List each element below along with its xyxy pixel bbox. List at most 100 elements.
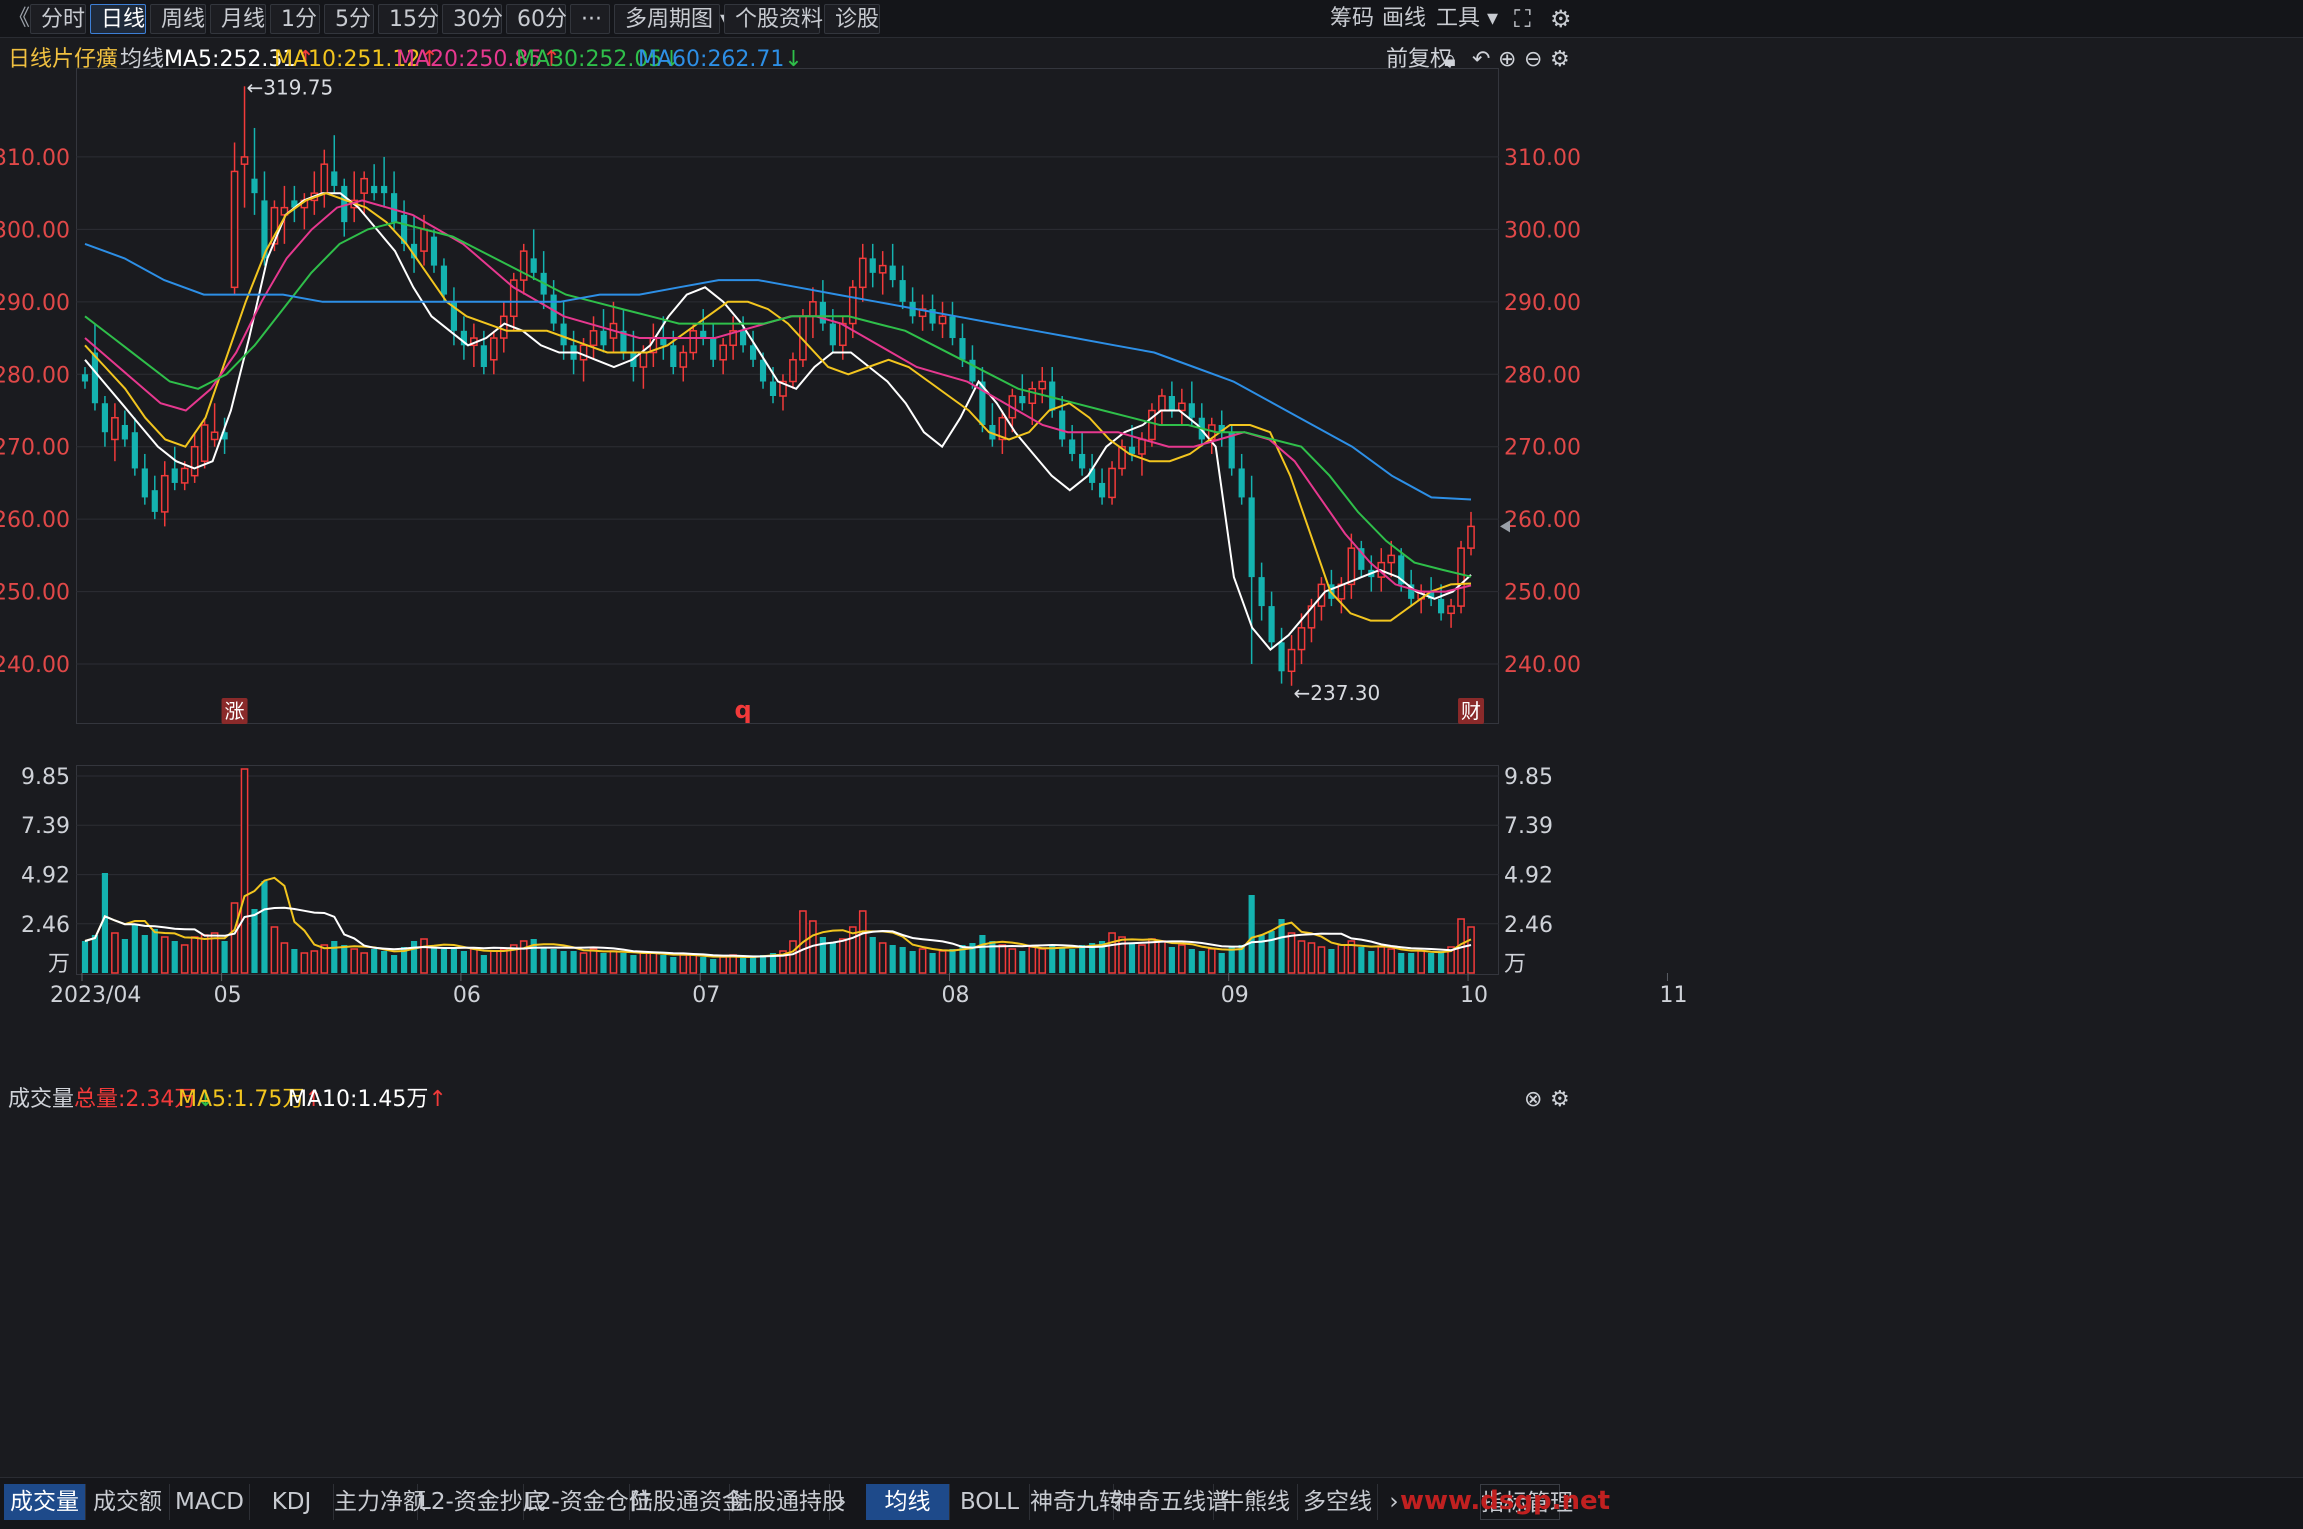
zoom-in-icon[interactable]: ⊕ <box>1498 47 1517 72</box>
tab-hk-connect-holding[interactable]: 陆股通持股 <box>730 1484 845 1520</box>
candle-up <box>111 416 119 441</box>
candle-down <box>121 424 128 440</box>
chips-button[interactable]: 筹码 <box>1330 6 1375 31</box>
adjust-mode-button[interactable]: 前复权 <box>1386 47 1453 72</box>
candle-down <box>1098 482 1106 498</box>
collapse-icon[interactable]: 《 <box>8 6 31 31</box>
price-tick-left: 250.00 <box>0 581 70 606</box>
chevron-right-icon[interactable]: › <box>837 1489 847 1515</box>
volume-title: 成交量 <box>8 1087 75 1112</box>
candle-down <box>1049 381 1056 411</box>
tab-magic-five[interactable]: 神奇五线谱 <box>1114 1484 1229 1520</box>
candle-up <box>210 431 219 441</box>
candle-down <box>819 301 826 324</box>
settings-icon[interactable]: ⚙ <box>1550 47 1570 72</box>
lock-icon[interactable]: 🔒︎ <box>1444 47 1456 72</box>
badge-rise: 涨 <box>225 699 245 723</box>
candle-down <box>1358 548 1365 570</box>
tab-ma[interactable]: 均线 <box>866 1484 950 1520</box>
candle-up <box>190 445 199 477</box>
tab-long-short[interactable]: 多空线 <box>1298 1484 1378 1520</box>
volume-ma5: MA5:1.75万↑ <box>178 1086 323 1114</box>
tab-bull-bear[interactable]: 牛熊线 <box>1214 1484 1298 1520</box>
price-tick-right: 240.00 <box>1504 653 1581 678</box>
tab-monthly[interactable]: 月线 <box>210 4 266 34</box>
candle-up <box>499 315 508 339</box>
candle-down <box>391 193 398 223</box>
tab-1min[interactable]: 1分 <box>270 4 320 34</box>
tab-30min[interactable]: 30分 <box>442 4 503 34</box>
price-tick-left: 300.00 <box>0 218 70 243</box>
tab-5min[interactable]: 5分 <box>324 4 374 34</box>
candle-down <box>530 258 537 273</box>
multi-period-button[interactable]: 多周期图 ▾ <box>614 4 731 34</box>
ma20-value: MA20:250.85↑ <box>396 46 561 74</box>
volume-ma5-trend-icon: ↑ <box>304 1087 323 1112</box>
candle-down <box>81 374 89 382</box>
tools-button[interactable]: 工具 ▾ <box>1436 4 1498 34</box>
undo-icon[interactable]: ↶ <box>1472 47 1491 72</box>
candle-down <box>550 294 557 324</box>
tab-daily[interactable]: 日线 <box>90 4 146 34</box>
tab-intraday[interactable]: 分时 <box>30 4 86 34</box>
tab-magic-nine[interactable]: 神奇九转 <box>1030 1484 1122 1520</box>
candle-up <box>689 330 698 354</box>
price-tick-right: 270.00 <box>1504 436 1581 461</box>
draw-button[interactable]: 画线 <box>1382 6 1427 31</box>
indicator-manage-button[interactable]: 指标管理 <box>1480 1484 1573 1520</box>
diagnose-button[interactable]: 诊股 <box>824 4 880 34</box>
candle-up <box>589 330 598 347</box>
ma5-label: MA5:252.31 <box>164 47 297 72</box>
tab-60min[interactable]: 60分 <box>506 4 567 34</box>
tab-weekly[interactable]: 周线 <box>150 4 206 34</box>
volume-ma5-label: MA5:1.75万 <box>178 1087 305 1112</box>
price-tick-left: 310.00 <box>0 146 70 171</box>
stock-info-button[interactable]: 个股资料 <box>724 4 823 34</box>
low-price-label: ←237.30 <box>1294 681 1381 705</box>
stock-name[interactable]: 片仔癀 <box>52 47 119 72</box>
candle-down <box>1278 642 1285 672</box>
badge-finance-bg <box>1458 698 1485 724</box>
tab-l2-bottom[interactable]: L2-资金抄底 <box>418 1484 546 1520</box>
candle-down <box>251 178 258 194</box>
candle-down <box>600 330 607 346</box>
tab-volume[interactable]: 成交量 <box>4 1484 86 1520</box>
tab-15min[interactable]: 15分 <box>378 4 439 34</box>
candle-up <box>1158 395 1166 412</box>
candle-down <box>1258 577 1265 607</box>
settings-icon[interactable]: ⚙ <box>1550 1087 1570 1112</box>
candle-down <box>1059 410 1066 440</box>
candle-down <box>700 330 707 339</box>
ma-title[interactable]: 均线 <box>120 47 165 72</box>
candle-up <box>639 351 648 368</box>
zoom-out-icon[interactable]: ⊖ <box>1524 47 1543 72</box>
ma-line-ma60 <box>84 242 1472 501</box>
close-icon[interactable]: ⊗ <box>1524 1087 1543 1112</box>
candle-down <box>480 345 487 368</box>
candle-up <box>1307 605 1316 629</box>
candle-up <box>679 351 688 368</box>
candle-up <box>280 206 289 216</box>
candle-up <box>1038 380 1047 390</box>
candle-up <box>509 279 518 318</box>
candle-down <box>769 381 777 396</box>
more-periods-button[interactable]: ··· <box>570 4 610 34</box>
tab-macd[interactable]: MACD <box>170 1484 250 1520</box>
candle-down <box>749 345 757 360</box>
tab-turnover[interactable]: 成交额 <box>86 1484 170 1520</box>
settings-icon[interactable]: ⚙ <box>1550 5 1572 33</box>
price-tick-right: 300.00 <box>1504 218 1581 243</box>
price-tick-right: 250.00 <box>1504 581 1581 606</box>
ma30-label: MA30:252.05 <box>516 47 663 72</box>
fullscreen-icon[interactable]: ⛶ <box>1514 5 1531 33</box>
tab-l2-position[interactable]: L2-资金仓位 <box>524 1484 652 1520</box>
tab-boll[interactable]: BOLL <box>950 1484 1030 1520</box>
candle-down <box>410 243 418 259</box>
chevron-right-icon[interactable]: › <box>1389 1489 1399 1515</box>
tab-main-net[interactable]: 主力净额 <box>334 1484 426 1520</box>
price-tick-right: 280.00 <box>1504 363 1581 388</box>
tab-kdj[interactable]: KDJ <box>250 1484 334 1520</box>
ma60-trend-icon: ↓ <box>784 47 803 72</box>
tab-hk-connect-flow[interactable]: 陆股通资金 <box>630 1484 745 1520</box>
